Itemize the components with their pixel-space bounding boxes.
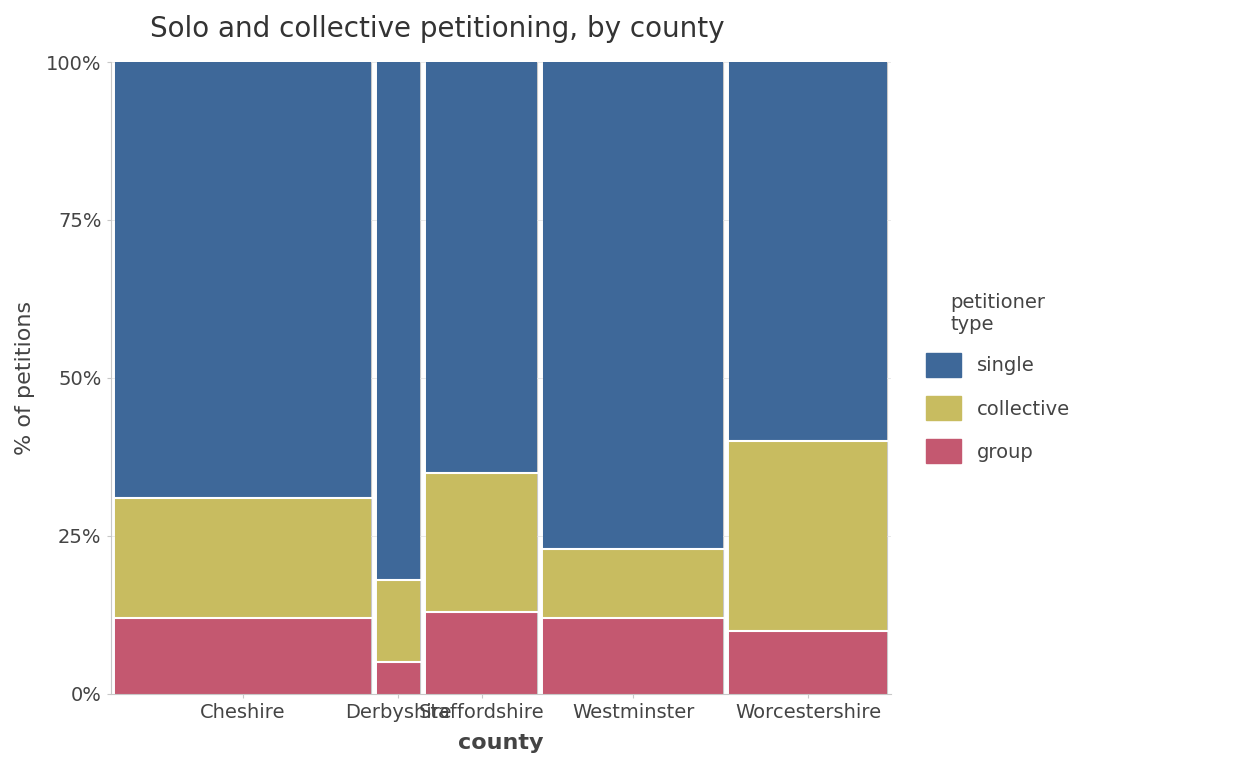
Bar — [543, 548, 723, 618]
Bar — [377, 580, 419, 662]
X-axis label: county: county — [458, 733, 544, 753]
Legend: single, collective, group: single, collective, group — [916, 283, 1080, 473]
Bar — [729, 441, 887, 631]
Bar — [543, 62, 723, 548]
Bar — [115, 618, 371, 694]
Bar — [426, 612, 537, 694]
Bar — [377, 62, 419, 580]
Bar — [377, 662, 419, 694]
Y-axis label: % of petitions: % of petitions — [15, 301, 35, 455]
Bar — [729, 62, 887, 441]
Bar — [115, 62, 371, 498]
Bar — [543, 618, 723, 694]
Bar — [426, 62, 537, 473]
Bar — [426, 473, 537, 612]
Text: Solo and collective petitioning, by county: Solo and collective petitioning, by coun… — [150, 15, 724, 43]
Bar — [729, 631, 887, 694]
Bar — [115, 498, 371, 618]
